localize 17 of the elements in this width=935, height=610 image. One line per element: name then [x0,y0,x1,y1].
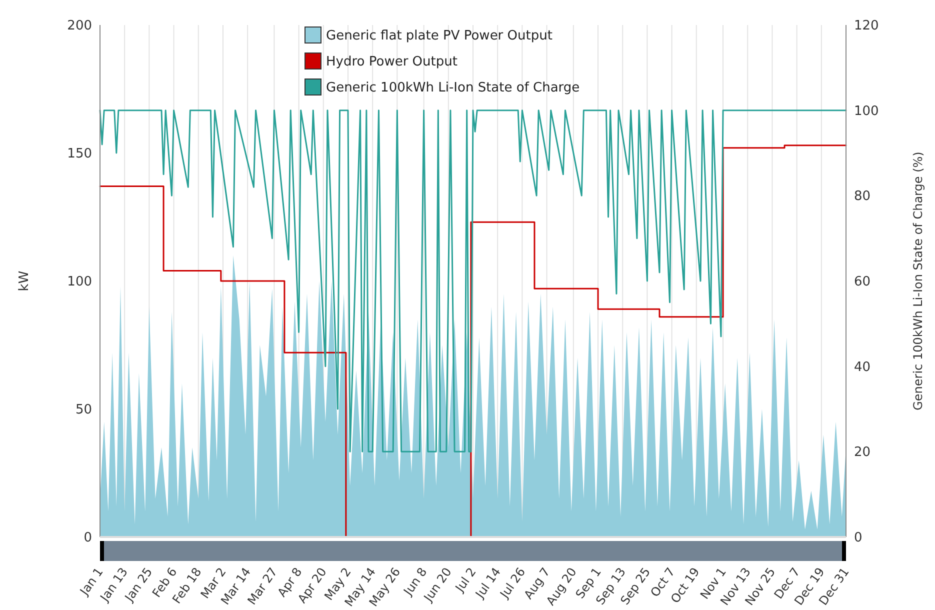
y-tick-label: 100 [67,274,92,290]
y2-axis-title: Generic 100kWh Li-Ion State of Charge (%) [911,152,925,410]
y-tick-label: 150 [67,146,92,162]
legend-label: Hydro Power Output [326,54,458,70]
y2-tick-label: 100 [854,104,879,119]
y-tick-label: 50 [75,402,92,418]
y-axis-title: kW [17,270,32,292]
y2-tick-label: 60 [854,274,871,290]
y-tick-label: 200 [67,18,92,34]
legend-label: Generic flat plate PV Power Output [326,28,552,44]
y2-tick-label: 0 [854,530,862,546]
y2-tick-label: 120 [854,18,879,34]
y2-tick-label: 20 [854,445,871,460]
y-tick-label: 0 [84,530,92,546]
y2-tick-label: 40 [854,360,871,375]
legend-label: Generic 100kWh Li-Ion State of Charge [326,80,580,96]
y2-tick-label: 80 [854,189,871,204]
